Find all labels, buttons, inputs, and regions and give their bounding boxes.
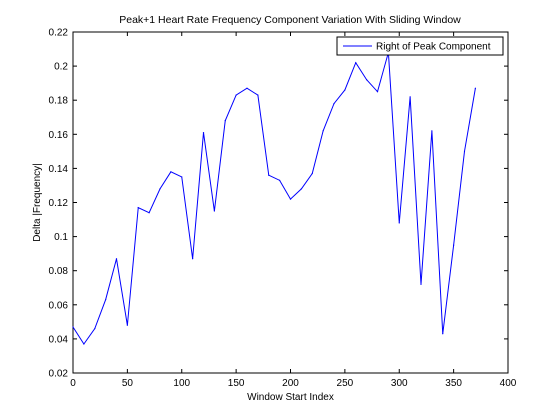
data-point (409, 96, 411, 98)
data-point (376, 91, 379, 93)
x-tick-label: 400 (500, 378, 517, 389)
data-point (322, 130, 324, 132)
data-point (474, 87, 476, 89)
data-point (279, 179, 281, 181)
data-point (366, 79, 368, 81)
series-layer (72, 51, 476, 345)
data-point (202, 131, 205, 134)
x-axis-label: Window Start Index (247, 392, 334, 403)
data-point (192, 258, 194, 260)
legend: Right of Peak Component (336, 36, 504, 56)
data-point (235, 94, 237, 96)
y-tick-label: 0.02 (49, 369, 69, 380)
data-point (181, 176, 183, 178)
y-axis-label: Delta |Frequency| (32, 163, 43, 242)
y-tick-label: 0.12 (49, 198, 69, 209)
y-tick-label: 0.2 (54, 62, 68, 73)
legend-box (336, 36, 504, 56)
y-tick-label: 0.18 (49, 96, 69, 107)
data-point (333, 103, 335, 105)
data-point (170, 171, 172, 173)
data-point (344, 89, 346, 91)
x-tick-label: 300 (391, 378, 408, 389)
x-tick-label: 100 (173, 378, 190, 389)
x-axis: 0 50 100 150 200 250 300 350 400 (70, 32, 517, 389)
data-point (355, 62, 357, 64)
data-point (431, 130, 433, 132)
y-tick-label: 0.04 (49, 334, 69, 345)
data-point (94, 328, 96, 330)
y-tick-label: 0.22 (49, 28, 69, 39)
data-point (137, 207, 139, 209)
x-tick-label: 150 (228, 378, 245, 389)
data-point (126, 324, 128, 326)
data-point (398, 222, 400, 224)
y-tick-label: 0.1 (54, 232, 68, 243)
x-tick-label: 350 (445, 378, 462, 389)
data-point (148, 212, 150, 214)
y-axis: 0.02 0.04 0.06 0.08 0.1 0.12 0.14 0.16 0.18 0.2 0.… (49, 28, 508, 380)
data-point (159, 188, 161, 190)
data-point (453, 244, 455, 246)
x-tick-label: 50 (122, 378, 134, 389)
data-point (268, 174, 270, 176)
chart-title: Peak+1 Heart Rate Frequency Component Va… (119, 14, 461, 26)
data-point (72, 326, 74, 328)
data-point (246, 87, 248, 89)
data-point (213, 210, 215, 212)
x-tick-label: 200 (282, 378, 299, 389)
series-line (72, 52, 476, 345)
data-point (83, 343, 85, 345)
data-point (289, 198, 292, 200)
data-point (463, 150, 466, 152)
data-point (224, 120, 226, 122)
plot-area (72, 31, 509, 374)
data-point (420, 283, 422, 285)
x-tick-label: 0 (70, 378, 76, 389)
y-tick-label: 0.08 (49, 266, 69, 277)
data-point (105, 299, 107, 301)
data-point (311, 172, 313, 175)
data-point (300, 188, 302, 190)
y-tick-label: 0.06 (49, 300, 69, 311)
y-tick-label: 0.16 (49, 130, 69, 141)
y-tick-label: 0.14 (49, 164, 69, 175)
data-point (442, 333, 444, 335)
legend-entry-label: Right of Peak Component (376, 42, 491, 53)
data-point (115, 258, 118, 260)
x-tick-label: 250 (337, 378, 354, 389)
data-point (257, 94, 259, 96)
